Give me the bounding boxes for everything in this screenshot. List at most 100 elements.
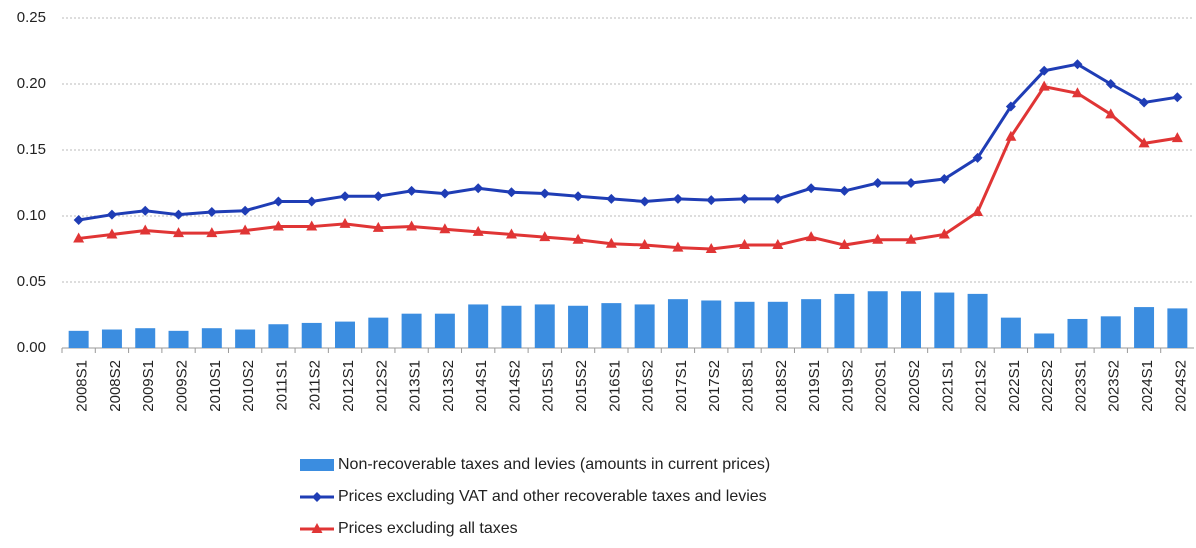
- y-tick-label: 0.05: [17, 273, 46, 290]
- point: [173, 209, 184, 220]
- point: [906, 178, 916, 188]
- point: [272, 220, 284, 231]
- point: [938, 228, 950, 239]
- point: [1005, 101, 1016, 112]
- bar: [135, 328, 156, 348]
- point: [672, 193, 683, 204]
- bar: [568, 305, 589, 348]
- x-tick-label: 2009S2: [173, 360, 190, 412]
- point: [905, 233, 917, 244]
- x-tick-label: 2014S1: [473, 360, 490, 412]
- bar: [1034, 333, 1055, 348]
- bar: [834, 293, 855, 348]
- x-tick-label: 2012S2: [373, 360, 390, 412]
- point: [739, 193, 750, 204]
- point: [1138, 137, 1150, 148]
- point: [739, 239, 751, 250]
- x-tick-label: 2019S1: [806, 360, 823, 412]
- point: [539, 188, 550, 199]
- point: [872, 178, 883, 188]
- point: [672, 241, 684, 252]
- bar: [701, 300, 722, 348]
- x-tick-label: 2024S1: [1139, 360, 1156, 412]
- point: [972, 152, 983, 163]
- point: [1005, 130, 1017, 141]
- point: [939, 174, 950, 185]
- x-tick-label: 2020S1: [873, 360, 890, 412]
- point: [606, 193, 617, 204]
- point: [506, 187, 517, 198]
- x-tick-label: 2011S2: [307, 360, 324, 411]
- legend-marker: [311, 523, 323, 533]
- x-tick-label: 2016S2: [640, 360, 657, 412]
- x-tick-label: 2018S2: [773, 360, 790, 412]
- bar: [601, 303, 622, 348]
- bar: [335, 321, 355, 348]
- x-tick-label: 2013S2: [440, 360, 457, 412]
- point: [1139, 97, 1150, 108]
- point: [872, 233, 884, 244]
- x-tick-label: 2016S1: [606, 360, 623, 412]
- point: [173, 227, 185, 238]
- bar: [1134, 307, 1155, 348]
- bar: [301, 322, 322, 348]
- y-tick-label: 0.15: [17, 141, 46, 158]
- point: [73, 214, 84, 225]
- point: [1072, 59, 1083, 70]
- point: [772, 193, 783, 204]
- legend-label: Prices excluding all taxes: [338, 520, 518, 537]
- x-tick-label: 2023S2: [1106, 360, 1123, 412]
- point: [73, 232, 85, 243]
- x-tick-label: 2024S2: [1172, 360, 1189, 412]
- point: [805, 231, 817, 242]
- point: [1105, 79, 1116, 89]
- bar: [235, 329, 256, 348]
- bar: [1100, 316, 1121, 348]
- point: [439, 188, 450, 199]
- legend-marker: [312, 492, 322, 502]
- x-tick-label: 2014S2: [506, 360, 523, 412]
- point: [1071, 87, 1083, 98]
- x-tick-label: 2013S1: [407, 360, 424, 412]
- point: [306, 220, 318, 231]
- x-tick-label: 2008S2: [107, 360, 124, 412]
- bar: [101, 329, 122, 348]
- bar: [201, 328, 222, 348]
- x-tick-label: 2017S1: [673, 360, 690, 412]
- bar: [801, 299, 822, 348]
- line: [78, 84, 1178, 251]
- point: [273, 196, 284, 207]
- point: [406, 220, 418, 231]
- point: [772, 239, 784, 250]
- x-tick-label: 2019S2: [839, 360, 856, 412]
- point: [306, 196, 317, 207]
- x-tick-label: 2023S1: [1072, 360, 1089, 412]
- bar: [1000, 317, 1021, 348]
- x-tick-label: 2015S1: [540, 360, 557, 412]
- point: [206, 207, 217, 218]
- point: [373, 191, 384, 202]
- y-tick-label: 0.00: [17, 339, 46, 356]
- bar: [534, 304, 555, 348]
- line: [78, 62, 1178, 222]
- bar: [734, 301, 755, 348]
- bar: [368, 317, 389, 348]
- bar: [934, 292, 955, 348]
- point: [505, 228, 517, 239]
- point: [339, 217, 351, 228]
- point: [1171, 132, 1183, 143]
- x-tick-label: 2022S1: [1006, 360, 1023, 412]
- point: [240, 205, 251, 216]
- point: [705, 243, 717, 253]
- bar: [168, 330, 189, 348]
- x-tick-label: 2010S2: [240, 360, 257, 412]
- x-tick-label: 2017S2: [706, 360, 723, 412]
- point: [1039, 65, 1050, 76]
- bar: [767, 301, 788, 348]
- point: [539, 231, 551, 242]
- bar: [901, 291, 921, 348]
- x-tick-label: 2018S1: [739, 360, 756, 412]
- x-tick-label: 2008S1: [74, 360, 91, 412]
- legend-label: Non-recoverable taxes and levies (amount…: [338, 456, 770, 473]
